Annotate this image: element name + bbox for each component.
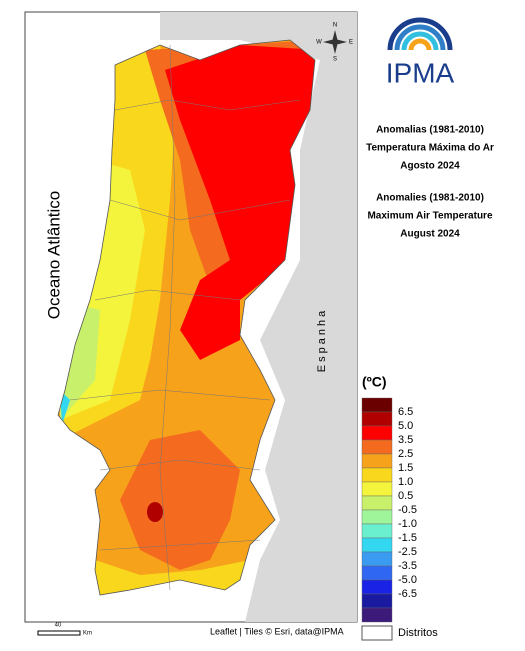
scale-unit: Km — [83, 631, 92, 637]
legend-label: -6.5 — [398, 588, 417, 600]
legend-swatch — [361, 453, 393, 469]
legend-label: -3.5 — [398, 560, 417, 572]
legend-swatch — [361, 411, 393, 427]
title-pt: Temperatura Máxima do Ar — [366, 143, 494, 154]
legend-label: 3.5 — [398, 434, 413, 446]
legend-swatch — [361, 523, 393, 539]
title-en: August 2024 — [400, 229, 460, 240]
legend-swatch — [361, 579, 393, 595]
attribution: Leaflet | Tiles © Esri, data@IPMA — [210, 626, 344, 636]
districts-swatch — [361, 625, 393, 641]
legend-swatch — [361, 551, 393, 567]
legend-label: 2.5 — [398, 448, 413, 460]
legend-swatch — [361, 495, 393, 511]
country-label: Espanha — [316, 308, 328, 372]
legend-label: 1.5 — [398, 462, 413, 474]
legend-swatch — [361, 593, 393, 609]
legend-swatch — [361, 425, 393, 441]
map-frame: Oceano Atlântico Espanha N S E W — [24, 11, 358, 623]
ocean-label: Oceano Atlântico — [44, 191, 63, 320]
scale-bar: 40 Km — [37, 623, 92, 637]
district-lines — [69, 44, 301, 591]
legend-label: 0.5 — [398, 490, 413, 502]
title-en: Maximum Air Temperature — [367, 211, 492, 222]
legend-unit: (ºC) — [362, 374, 387, 390]
legend-swatch — [361, 439, 393, 455]
legend-label: -0.5 — [398, 504, 417, 516]
logo-text: IPMA — [386, 57, 455, 88]
title-en: Anomalies (1981-2010) — [376, 193, 484, 204]
title-pt: Agosto 2024 — [400, 161, 460, 172]
legend-swatch — [361, 397, 393, 413]
legend-swatch — [361, 509, 393, 525]
compass-s: S — [333, 57, 337, 63]
districts — [57, 39, 316, 596]
compass-w: W — [316, 40, 322, 46]
spain-land — [160, 12, 357, 622]
legend-label: -1.5 — [398, 532, 417, 544]
compass: N S E W — [316, 23, 353, 63]
legend-swatch — [361, 565, 393, 581]
logo: IPMA — [386, 17, 455, 88]
legend-swatch — [361, 607, 393, 623]
compass-e: E — [349, 40, 353, 46]
title-pt: Anomalias (1981-2010) — [376, 125, 484, 136]
scale-value: 40 — [55, 623, 62, 629]
legend-swatch — [361, 467, 393, 483]
legend-label: -5.0 — [398, 574, 417, 586]
legend-label: 6.5 — [398, 406, 413, 418]
legend-label: 1.0 — [398, 476, 413, 488]
legend-label: -2.5 — [398, 546, 417, 558]
legend-swatch — [361, 481, 393, 497]
legend-swatch — [361, 537, 393, 553]
compass-n: N — [333, 23, 337, 29]
legend-label: -1.0 — [398, 518, 417, 530]
districts-label: Distritos — [398, 627, 438, 639]
legend-label: 5.0 — [398, 420, 413, 432]
